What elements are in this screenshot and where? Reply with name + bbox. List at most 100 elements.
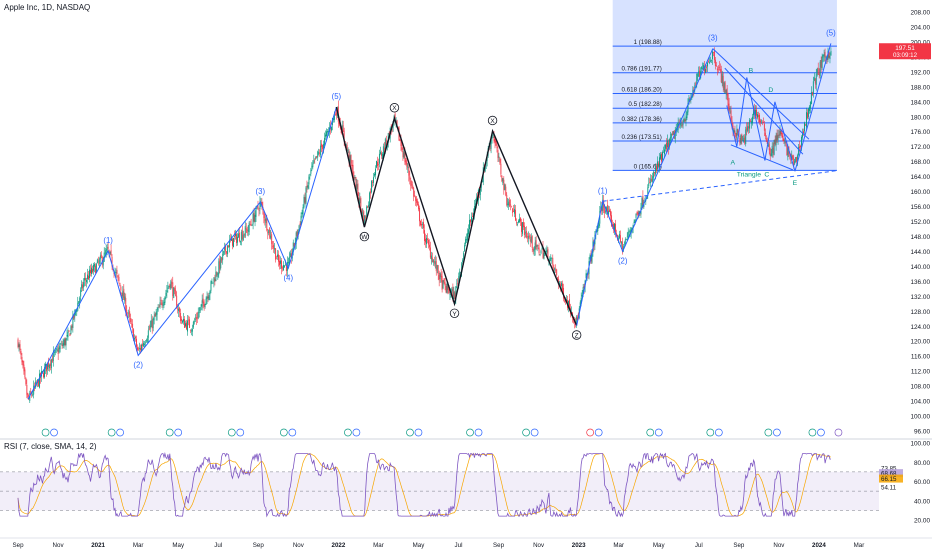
candle-body <box>181 318 183 321</box>
candle-body <box>525 231 527 238</box>
candle-body <box>328 131 329 133</box>
candle-body <box>300 215 302 226</box>
candle-body <box>82 284 84 289</box>
candle-body <box>524 232 526 234</box>
candle-body <box>223 250 225 254</box>
candle-body <box>467 233 469 241</box>
wave-label: (4) <box>284 273 294 282</box>
candle-body <box>65 338 67 346</box>
candle-body <box>799 146 801 149</box>
wave-label: W <box>361 234 368 241</box>
candle-body <box>171 282 173 284</box>
candle-body <box>526 236 528 237</box>
candle-body <box>282 267 283 269</box>
candle-body <box>720 69 722 83</box>
rsi-axis-strip[interactable] <box>879 440 932 540</box>
candle-body <box>479 188 481 195</box>
earnings-marker <box>227 428 236 437</box>
elliott-waves[interactable] <box>27 43 838 400</box>
candle-body <box>190 330 192 332</box>
candle-body <box>732 125 734 131</box>
candle-body <box>632 225 634 229</box>
candle-body <box>267 231 269 234</box>
candle-body <box>795 157 797 162</box>
candle-body <box>152 318 154 329</box>
candle-body <box>368 204 370 208</box>
candle-body <box>235 233 237 244</box>
candle-body <box>748 126 750 129</box>
candle-body <box>197 312 199 319</box>
candle-body <box>179 307 181 313</box>
candle-body <box>322 145 324 150</box>
candle-body <box>316 156 318 158</box>
rsi-panel[interactable]: 100.00 80.00 60.00 40.00 20.00 <box>0 441 930 525</box>
candle-body <box>615 223 616 233</box>
triangle-wave-line <box>726 77 796 172</box>
candle-body <box>108 250 110 252</box>
price-axis[interactable]: 208.00204.00200.00196.00192.00188.00184.… <box>910 10 930 436</box>
candle-body <box>829 55 831 60</box>
candle-body <box>464 245 466 252</box>
candle-body <box>154 314 156 317</box>
candle-body <box>163 301 165 306</box>
candle-body <box>360 197 362 207</box>
candle-body <box>538 247 540 254</box>
wave-label: (1) <box>103 236 113 245</box>
candle-body <box>408 168 410 176</box>
candle-body <box>375 168 376 176</box>
candle-body <box>137 347 138 350</box>
candle-body <box>144 342 146 344</box>
candle-body <box>589 255 591 260</box>
candle-body <box>70 326 72 335</box>
candle-body <box>801 136 803 149</box>
candle-body <box>213 277 215 282</box>
candle-body <box>523 225 525 235</box>
candle-body <box>428 244 430 248</box>
candle-body <box>447 283 449 290</box>
candle-body <box>123 288 125 300</box>
candle-body <box>543 252 545 259</box>
candle-body <box>449 294 451 295</box>
dividend-marker <box>773 428 781 437</box>
wave-label: Y <box>452 311 457 318</box>
candle-body <box>153 316 155 321</box>
candle-body <box>435 261 437 272</box>
candle-body <box>187 319 189 321</box>
candle-body <box>66 335 68 337</box>
wave-label: (1) <box>598 186 608 195</box>
candle-body <box>779 130 781 136</box>
dividend-marker <box>654 428 663 437</box>
candle-body <box>249 224 251 225</box>
earnings-markers[interactable] <box>41 428 843 437</box>
candle-body <box>110 250 112 255</box>
candle-body <box>147 330 149 338</box>
candle-body <box>512 208 514 213</box>
candle-body <box>295 232 297 245</box>
candle-body <box>247 230 249 231</box>
candle-body <box>448 289 450 294</box>
candle-body <box>745 129 747 144</box>
candle-body <box>568 299 570 310</box>
candle-body <box>351 164 353 167</box>
price-axis-strip[interactable] <box>879 0 932 432</box>
time-axis[interactable]: Sep Nov 2021 Mar May Jul Sep Nov 2022 Mar May Jul Se… <box>13 542 865 549</box>
rsi-value-tag-bg <box>879 474 903 483</box>
price-tick-label: 136.00 <box>910 279 930 286</box>
candle-body <box>815 73 817 85</box>
candle-body <box>814 78 816 84</box>
candle-body <box>350 154 352 164</box>
price-tick-label: 204.00 <box>910 24 930 31</box>
candle-body <box>201 300 203 307</box>
candle-body <box>38 380 40 387</box>
candle-body <box>759 120 761 123</box>
candle-body <box>491 136 493 139</box>
candle-body <box>431 257 433 263</box>
candle-body <box>161 302 163 306</box>
candle-body <box>346 144 348 150</box>
candle-body <box>716 68 718 71</box>
candle-body <box>204 304 206 307</box>
candle-body <box>811 92 813 96</box>
candle-body <box>308 176 310 185</box>
wave-label: X <box>490 118 495 125</box>
